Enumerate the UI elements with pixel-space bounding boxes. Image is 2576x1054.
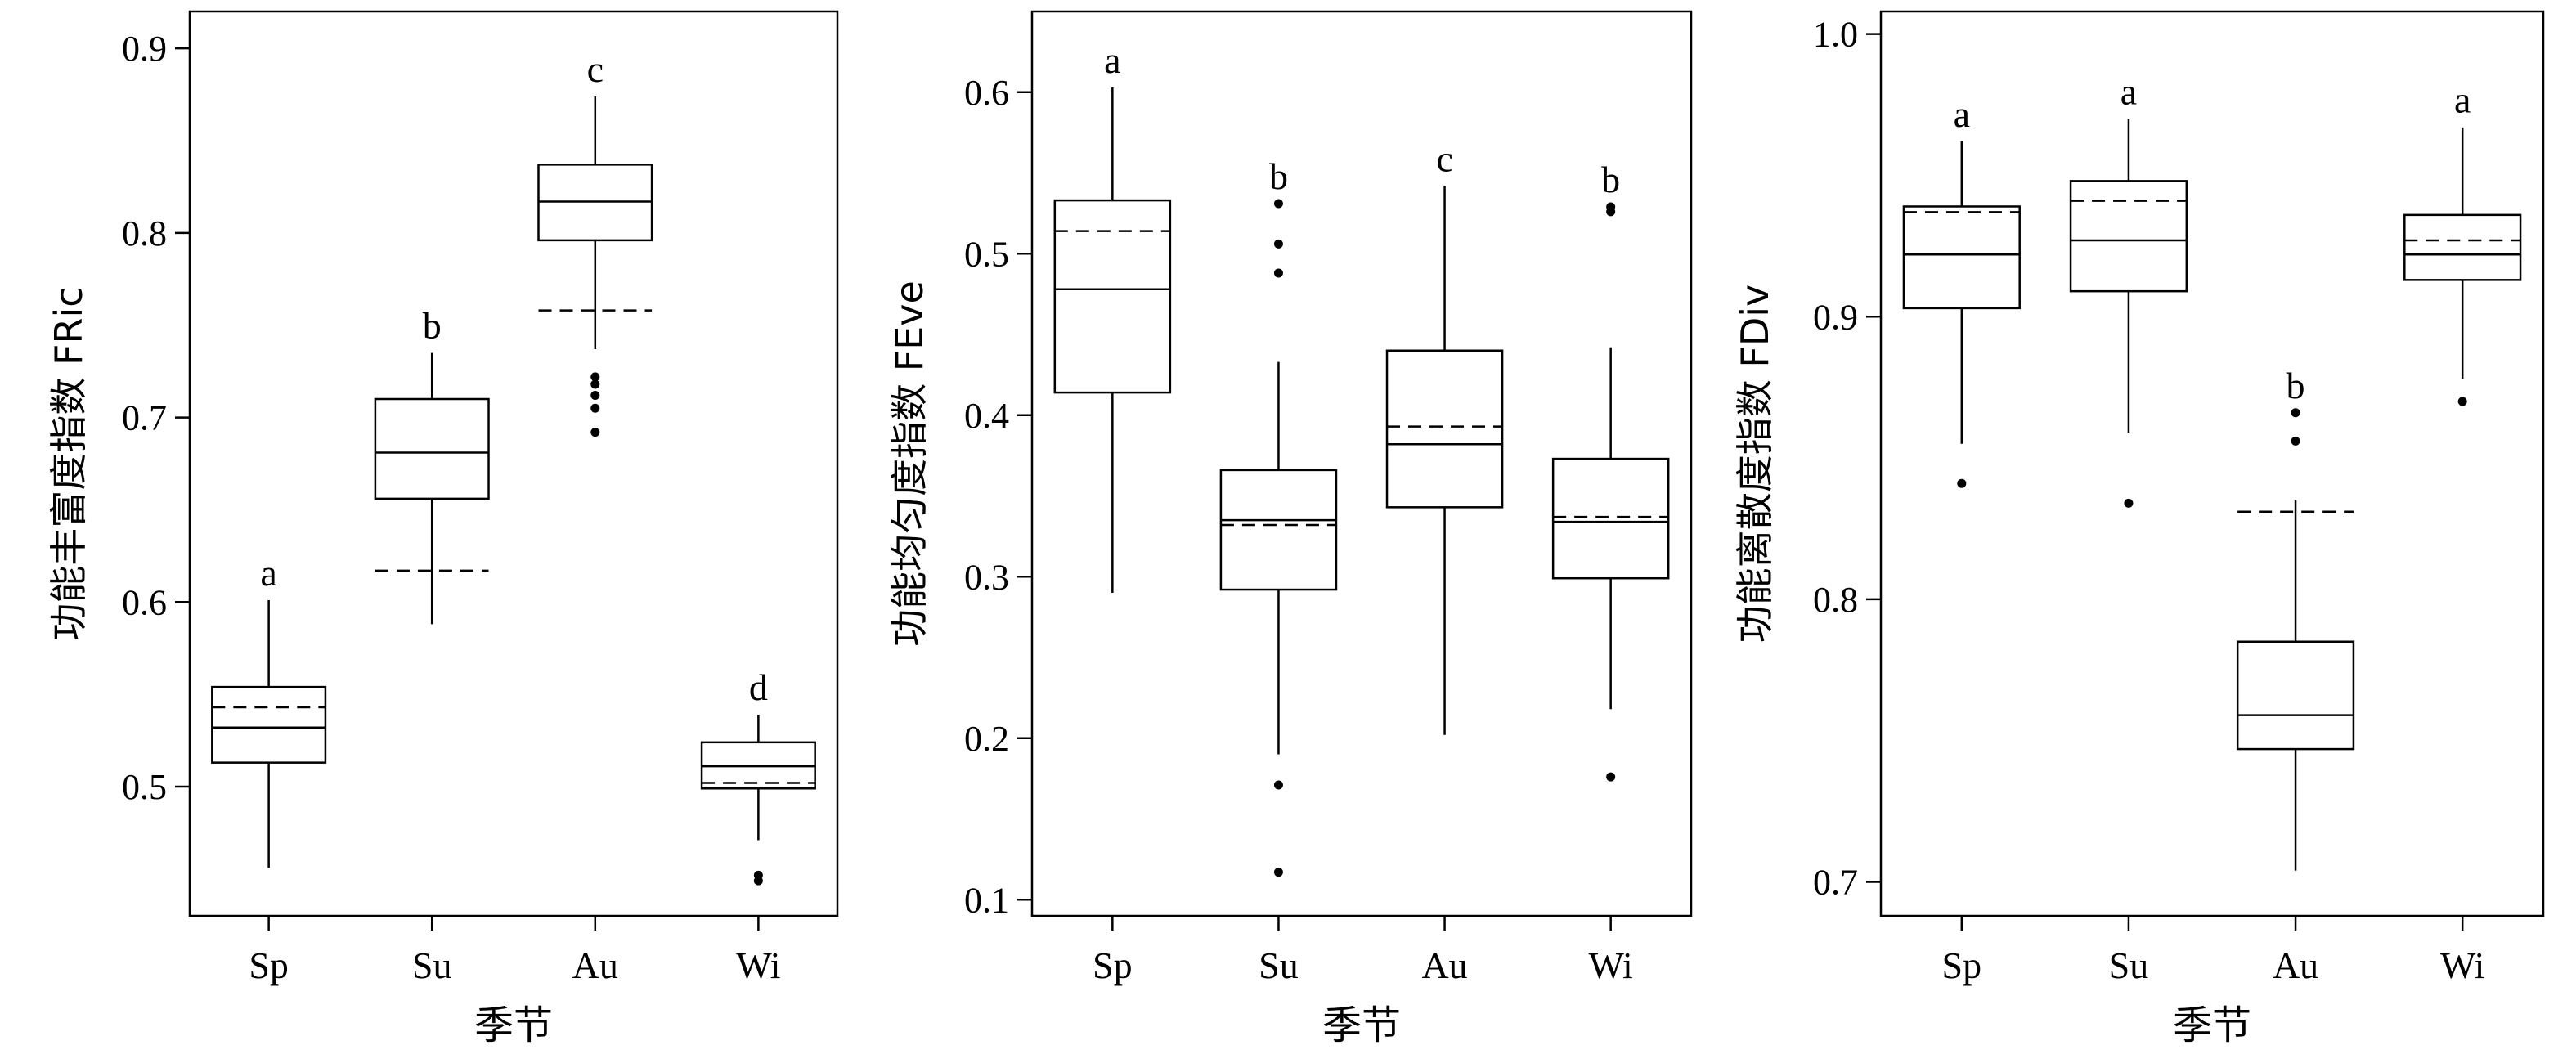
chart-panel-2: 0.1 0.2 0.3 0.4 0.5 0.6 Sp Su Au Wi 季节 功能均匀度指数 FEve… <box>887 10 1693 1048</box>
iqr-box <box>1385 349 1504 509</box>
outlier-point <box>2124 498 2134 508</box>
box-sp: a <box>211 552 327 868</box>
outlier-point <box>1957 478 1967 488</box>
iqr-box <box>1219 469 1338 591</box>
x-tick-label: Su <box>1259 944 1299 986</box>
significance-letter: b <box>2287 365 2305 406</box>
box-au: c <box>1385 137 1504 735</box>
y-tick-label: 0.4 <box>964 396 1009 436</box>
y-tick-label: 0.8 <box>1813 580 1858 620</box>
chart-panel-3: 0.7 0.8 0.9 1.0 Sp Su Au Wi 季节 功能离散度指数 FDiv a a b a <box>1733 10 2545 1048</box>
y-tick-label: 0.6 <box>964 73 1009 113</box>
iqr-box <box>1551 457 1670 580</box>
significance-letter: a <box>260 552 276 594</box>
significance-letter: a <box>2120 70 2137 112</box>
y-axis-title: 功能丰富度指数 FRic <box>47 286 91 640</box>
x-tick-label: Wi <box>736 944 780 986</box>
x-axis-title: 季节 <box>474 1002 553 1048</box>
y-tick-label: 0.5 <box>964 234 1009 274</box>
box-wi: d <box>700 666 816 886</box>
y-tick-label: 0.8 <box>122 213 167 253</box>
y-tick-label: 0.7 <box>1813 863 1858 903</box>
outlier-point <box>590 403 600 413</box>
box-su: a <box>2069 70 2188 508</box>
outlier-point <box>1273 239 1283 249</box>
x-axis-title: 季节 <box>2173 1002 2251 1048</box>
outlier-point <box>2291 436 2300 446</box>
significance-letter: a <box>2454 79 2471 121</box>
box-sp: a <box>1902 93 2021 488</box>
significance-letter: b <box>1269 155 1288 197</box>
x-tick-label: Au <box>2273 944 2318 986</box>
iqr-box <box>2403 213 2522 281</box>
x-tick-label: Su <box>2109 944 2149 986</box>
significance-letter: a <box>1104 39 1120 81</box>
x-tick-label: Wi <box>2440 944 2484 986</box>
significance-letter: b <box>1601 159 1620 200</box>
iqr-box <box>2236 640 2355 751</box>
outlier-point <box>1273 868 1283 877</box>
chart-panel-1: 0.5 0.6 0.7 0.8 0.9 Sp Su Au Wi 季节 功能丰富度指数 FRic a b c… <box>47 10 839 1048</box>
box-su: b <box>374 305 490 625</box>
iqr-box <box>1902 205 2021 310</box>
significance-letter: c <box>587 48 604 90</box>
outlier-point <box>2291 408 2300 418</box>
significance-letter: b <box>423 305 442 347</box>
iqr-box <box>211 685 327 764</box>
outlier-point <box>1606 207 1616 217</box>
significance-letter: c <box>1436 137 1452 179</box>
box-wi: b <box>1551 159 1670 782</box>
y-tick-label: 0.9 <box>122 29 167 69</box>
outlier-point <box>1273 268 1283 278</box>
outlier-point <box>1606 772 1616 782</box>
box-wi: a <box>2403 79 2522 406</box>
outlier-point <box>590 379 600 389</box>
outlier-point <box>1273 199 1283 209</box>
significance-letter: a <box>1954 93 1970 135</box>
y-tick-label: 0.1 <box>964 880 1009 920</box>
outlier-point <box>753 876 763 886</box>
box-au: b <box>2236 365 2355 871</box>
outlier-point <box>590 428 600 437</box>
box-sp: a <box>1053 39 1172 593</box>
box-au: c <box>537 48 653 437</box>
plot-frame <box>1030 10 1693 917</box>
iqr-box <box>1053 199 1172 394</box>
x-tick-label: Sp <box>1093 944 1133 986</box>
outlier-point <box>2457 397 2467 406</box>
outlier-point <box>1273 780 1283 790</box>
iqr-box <box>2069 180 2188 293</box>
x-tick-label: Au <box>572 944 618 986</box>
x-tick-label: Wi <box>1588 944 1632 986</box>
plot-frame <box>188 10 839 917</box>
x-tick-label: Au <box>1421 944 1467 986</box>
outlier-point <box>590 390 600 400</box>
y-tick-label: 0.3 <box>964 557 1009 597</box>
y-tick-label: 0.2 <box>964 719 1009 759</box>
box-su: b <box>1219 155 1338 877</box>
y-tick-label: 0.6 <box>122 582 167 622</box>
x-axis-title: 季节 <box>1322 1002 1401 1048</box>
significance-letter: d <box>749 666 768 708</box>
y-tick-label: 0.9 <box>1813 297 1858 337</box>
y-axis-title: 功能均匀度指数 FEve <box>887 280 931 647</box>
outlier-point <box>590 372 600 382</box>
y-tick-label: 1.0 <box>1813 15 1858 55</box>
x-tick-label: Sp <box>1942 944 1982 986</box>
plot-frame <box>1879 10 2545 917</box>
y-tick-label: 0.7 <box>122 398 167 438</box>
x-tick-label: Su <box>412 944 452 986</box>
iqr-box <box>374 397 490 500</box>
y-tick-label: 0.5 <box>122 767 167 807</box>
x-tick-label: Sp <box>249 944 289 986</box>
y-axis-title: 功能离散度指数 FDiv <box>1733 285 1777 644</box>
